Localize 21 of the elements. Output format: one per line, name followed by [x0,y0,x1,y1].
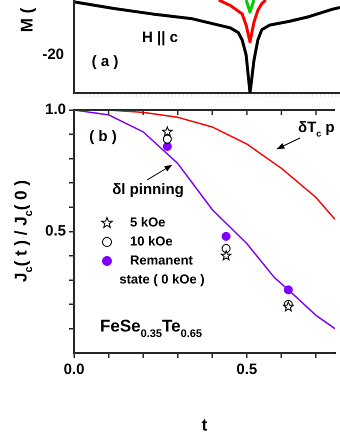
annotation: ( a ) [92,53,118,70]
legend-label: 5 kOe [130,214,166,230]
point [222,232,231,241]
annotation: ( b ) [89,128,117,146]
legend-label: 10 kOe [130,234,173,249]
legend-label: Remanent state ( 0 kOe ) [119,252,205,287]
y-tick-label: 1.0 [45,101,66,118]
point [284,285,293,294]
point [220,250,232,260]
text: -20 [42,46,64,64]
x-axis-title: t [202,415,208,434]
point [222,244,231,254]
point [162,142,172,151]
annotation: H || c [142,29,178,46]
y-axis-title: M ( [18,7,37,32]
point [283,301,294,312]
y-axis-title: Jc( t ) / Jc( 0 ) [12,180,35,282]
point [162,134,172,144]
point [162,126,173,136]
x-tick-label: 0.0 [64,361,84,378]
annotation: δl pinning [112,181,184,198]
